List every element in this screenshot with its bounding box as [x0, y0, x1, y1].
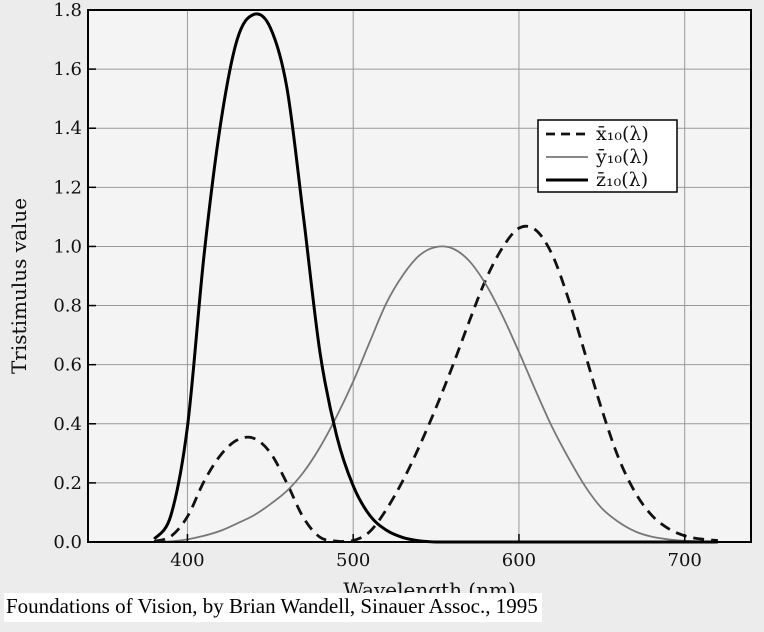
y-tick-label: 0.4 [53, 414, 82, 435]
series-x-bar-line [153, 224, 718, 543]
y-tick-label: 0.2 [53, 473, 82, 494]
y-tick-label: 0.6 [53, 355, 82, 376]
x-tick-label: 700 [668, 550, 702, 571]
series-y-bar-line [154, 245, 718, 543]
x-tick-label: 500 [336, 550, 370, 571]
y-tick-label: 0.0 [53, 532, 82, 553]
y-tick-label: 1.4 [53, 118, 82, 139]
y-axis-label: Tristimulus value [7, 198, 31, 374]
legend: x̄₁₀(λ)ȳ₁₀(λ)z̄₁₀(λ) [537, 119, 678, 193]
plot-frame [87, 9, 752, 543]
plot-background [88, 10, 751, 542]
figure-caption: Foundations of Vision, by Brian Wandell,… [4, 593, 542, 622]
y-tick-label: 1.6 [53, 59, 82, 80]
y-tick-label: 1.0 [53, 236, 82, 257]
y-tick-label: 0.8 [53, 296, 82, 317]
legend-label: z̄₁₀(λ) [596, 169, 648, 191]
y-tick-label: 1.2 [53, 177, 82, 198]
y-tick-label: 1.8 [53, 0, 82, 21]
x-tick-label: 400 [170, 550, 204, 571]
legend-label: x̄₁₀(λ) [596, 123, 649, 145]
legend-label: ȳ₁₀(λ) [595, 146, 649, 168]
axis-ticks: 400 500 600 700 0.0 0.2 0.4 0.6 0.8 1.0 1.2 1.4 1.6 1… [53, 0, 702, 571]
x-tick-label: 600 [502, 550, 536, 571]
